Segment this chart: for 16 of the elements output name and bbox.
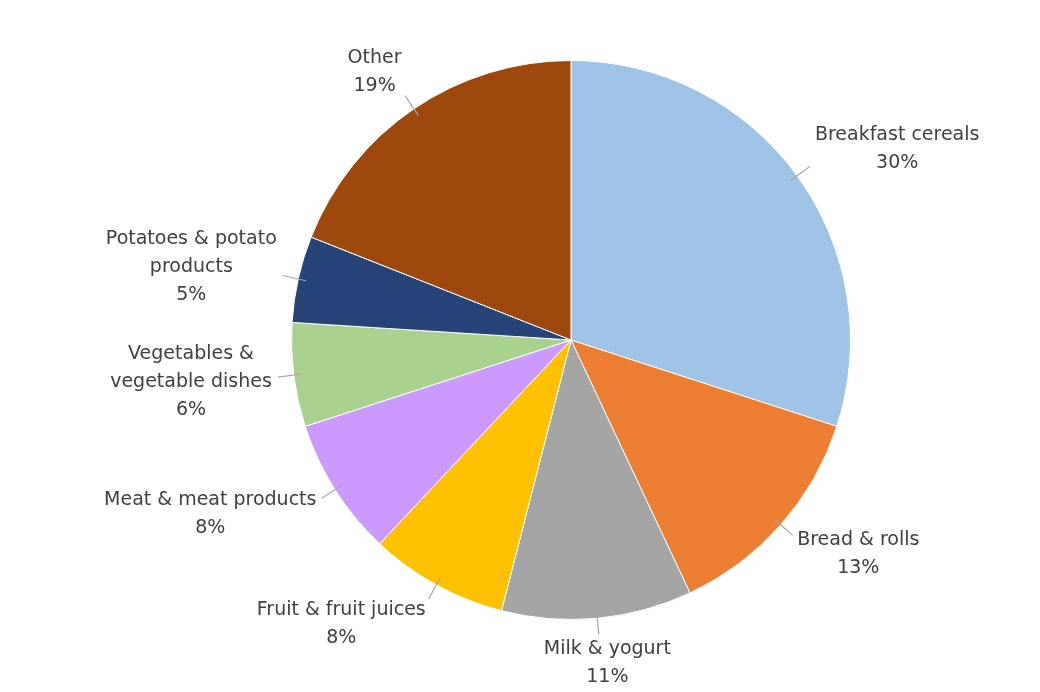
slice-label: Milk & yogurt bbox=[543, 635, 671, 658]
data-label: 11% bbox=[586, 663, 629, 686]
slice-label: Breakfast cereals bbox=[814, 122, 980, 145]
slice-label: Fruit & fruit juices bbox=[256, 597, 426, 620]
data-label: 30% bbox=[876, 150, 919, 173]
slice-label: Vegetables & vegetable dishes bbox=[110, 340, 272, 391]
data-label: 19% bbox=[353, 72, 396, 95]
data-label: 8% bbox=[195, 514, 226, 537]
data-label: 6% bbox=[175, 396, 207, 419]
slice-label: Other bbox=[347, 44, 402, 67]
data-label: 8% bbox=[326, 625, 357, 648]
slice-label: Meat & meat products bbox=[104, 486, 317, 509]
slice-label: Bread & rolls bbox=[797, 527, 920, 550]
data-label: 5% bbox=[176, 282, 207, 305]
data-label: 13% bbox=[837, 555, 880, 578]
slice-label: Potatoes & potato products bbox=[105, 226, 277, 277]
